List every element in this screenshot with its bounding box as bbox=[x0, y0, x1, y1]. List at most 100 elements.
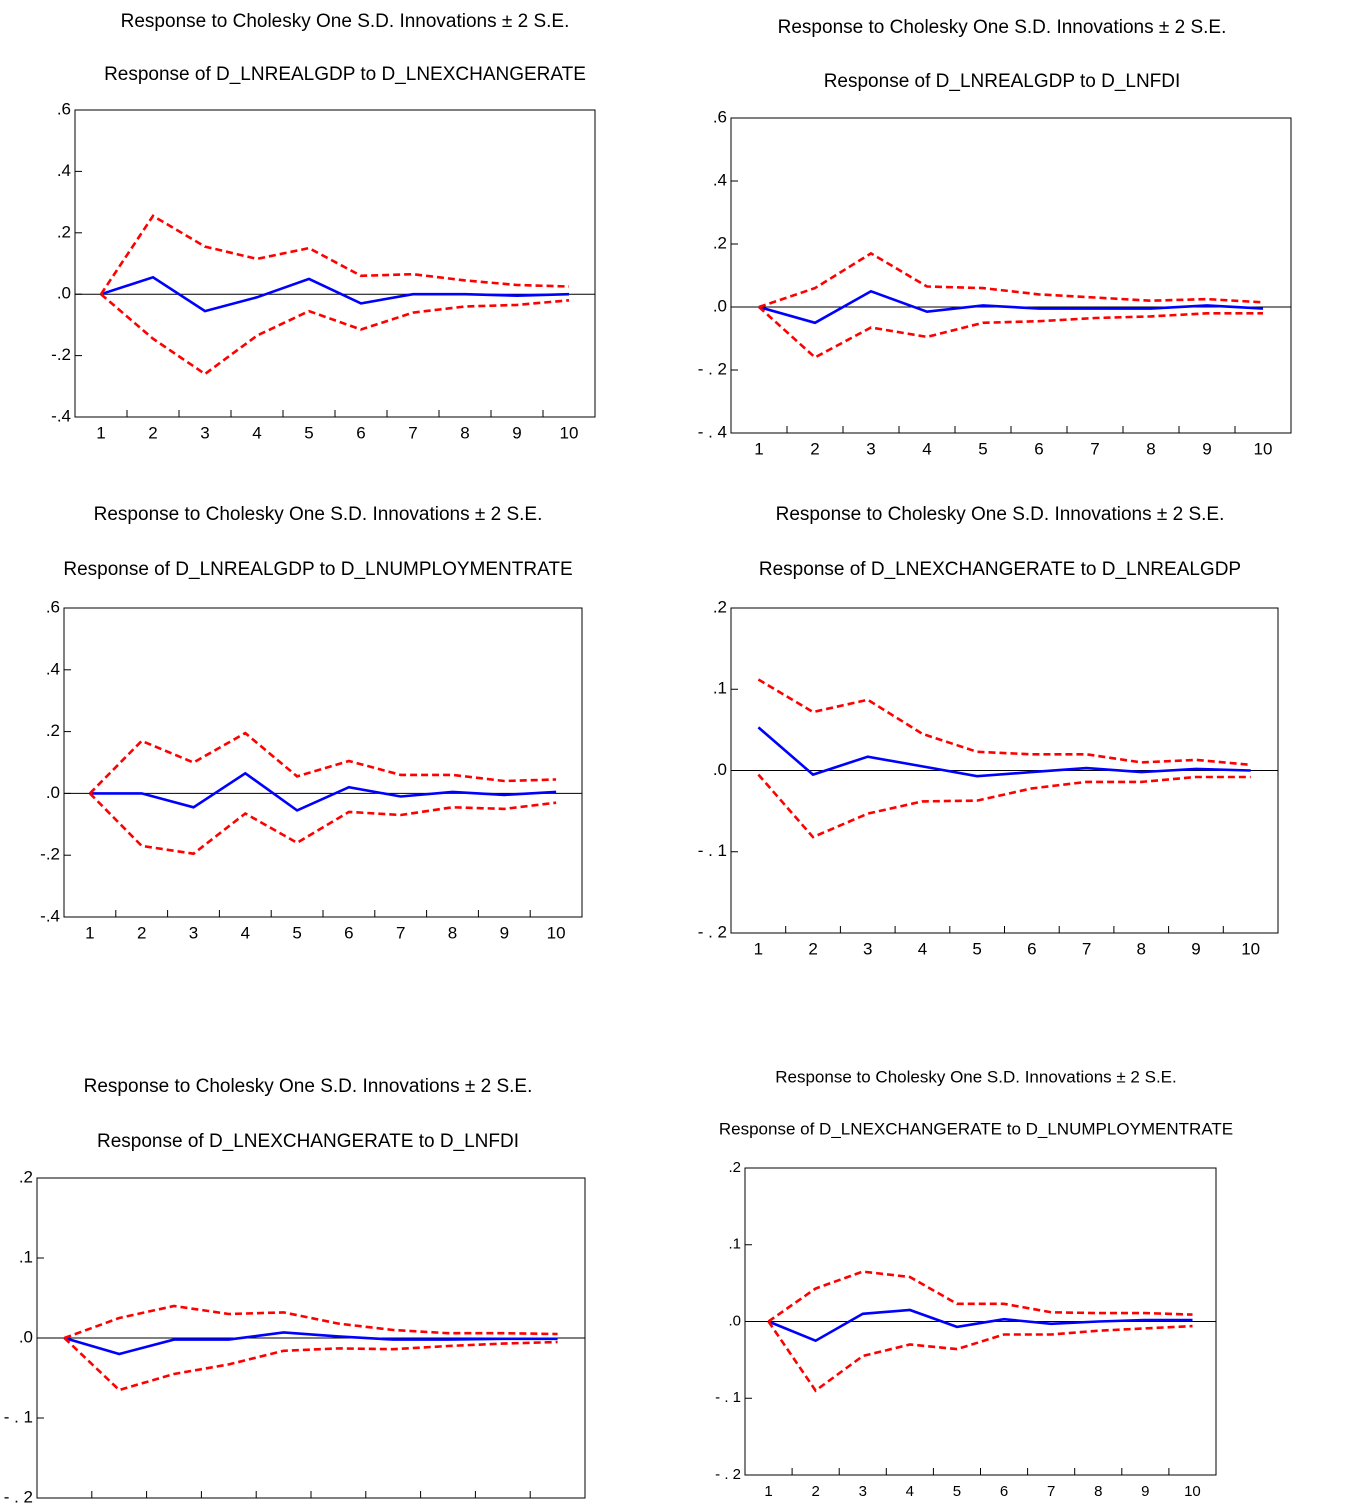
chart: Response to Cholesky One S.D. Innovation… bbox=[51, 11, 596, 442]
y-tick-label: -.2 bbox=[40, 845, 60, 864]
y-tick-label: .0 bbox=[728, 1312, 741, 1329]
y-tick-label: .0 bbox=[46, 783, 60, 802]
chart-title: Response to Cholesky One S.D. Innovation… bbox=[776, 504, 1225, 525]
x-tick-label: 5 bbox=[978, 439, 987, 458]
band-line bbox=[757, 678, 1251, 767]
y-tick-label: -.4 bbox=[40, 906, 60, 925]
y-tick-label: .4 bbox=[46, 659, 60, 678]
y-tick-label: - . 4 bbox=[698, 422, 727, 441]
x-tick-label: 5 bbox=[304, 423, 313, 442]
chart-title: Response to Cholesky One S.D. Innovation… bbox=[775, 1067, 1176, 1086]
plot-frame bbox=[63, 607, 583, 918]
x-tick-label: 8 bbox=[448, 923, 457, 942]
band-line bbox=[63, 1337, 558, 1392]
chart: Response to Cholesky One S.D. Innovation… bbox=[698, 504, 1279, 958]
x-tick-label: 7 bbox=[1082, 939, 1091, 958]
y-tick-label: .2 bbox=[19, 1167, 33, 1186]
response-line bbox=[758, 289, 1264, 325]
band-line bbox=[757, 773, 1251, 839]
y-tick-label: .2 bbox=[713, 597, 727, 616]
x-tick-label: 4 bbox=[918, 939, 927, 958]
x-tick-label: 10 bbox=[1184, 1483, 1201, 1500]
x-tick-label: 8 bbox=[460, 423, 469, 442]
x-tick-label: 3 bbox=[866, 439, 875, 458]
x-tick-label: 7 bbox=[1047, 1483, 1055, 1500]
x-tick-label: 5 bbox=[953, 1483, 961, 1500]
chart-subtitle: Response of D_LNEXCHANGERATE to D_LNUMPL… bbox=[719, 1119, 1233, 1138]
y-tick-label: .0 bbox=[713, 296, 727, 315]
y-tick-label: .6 bbox=[57, 99, 71, 118]
band-line bbox=[767, 1320, 1193, 1393]
x-tick-label: 3 bbox=[169, 1504, 178, 1506]
y-tick-label: .0 bbox=[19, 1327, 33, 1346]
x-tick-label: 8 bbox=[1137, 939, 1146, 958]
y-tick-label: .6 bbox=[713, 107, 727, 126]
x-tick-label: 4 bbox=[224, 1504, 233, 1506]
x-tick-label: 1 bbox=[754, 939, 763, 958]
y-tick-label: - . 1 bbox=[4, 1407, 33, 1426]
x-tick-label: 7 bbox=[396, 923, 405, 942]
x-tick-label: 6 bbox=[334, 1504, 343, 1506]
chart: Response to Cholesky One S.D. Innovation… bbox=[4, 1076, 586, 1506]
x-tick-label: 6 bbox=[1034, 439, 1043, 458]
x-tick-label: 1 bbox=[96, 423, 105, 442]
band-line bbox=[99, 214, 570, 295]
x-tick-label: 2 bbox=[808, 939, 817, 958]
x-tick-label: 1 bbox=[754, 439, 763, 458]
band-line bbox=[758, 251, 1264, 309]
x-tick-label: 5 bbox=[279, 1504, 288, 1506]
y-tick-label: - . 2 bbox=[698, 922, 727, 941]
chart-subtitle: Response of D_LNEXCHANGERATE to D_LNFDI bbox=[97, 1131, 519, 1152]
y-tick-label: - . 2 bbox=[4, 1487, 33, 1506]
x-tick-label: 10 bbox=[548, 1504, 567, 1506]
x-tick-label: 4 bbox=[906, 1483, 914, 1500]
x-tick-label: 1 bbox=[85, 923, 94, 942]
y-tick-label: .2 bbox=[728, 1159, 741, 1176]
chart-title: Response to Cholesky One S.D. Innovation… bbox=[94, 504, 543, 525]
x-tick-label: 6 bbox=[1000, 1483, 1008, 1500]
x-tick-label: 10 bbox=[547, 923, 566, 942]
band-line bbox=[758, 306, 1263, 359]
x-tick-label: 2 bbox=[114, 1504, 123, 1506]
y-tick-label: .1 bbox=[728, 1236, 741, 1253]
x-tick-label: 2 bbox=[148, 423, 157, 442]
y-tick-label: .2 bbox=[57, 222, 71, 241]
response-line bbox=[757, 726, 1251, 778]
band-line bbox=[767, 1270, 1193, 1323]
x-tick-label: 9 bbox=[1141, 1483, 1149, 1500]
plot-frame bbox=[730, 117, 1292, 434]
x-tick-label: 5 bbox=[292, 923, 301, 942]
y-tick-label: - . 1 bbox=[715, 1389, 741, 1406]
x-tick-label: 9 bbox=[512, 423, 521, 442]
x-tick-label: 7 bbox=[388, 1504, 397, 1506]
x-tick-label: 9 bbox=[500, 923, 509, 942]
x-tick-label: 2 bbox=[810, 439, 819, 458]
plot-frame bbox=[74, 109, 596, 418]
response-line bbox=[89, 771, 557, 812]
y-tick-label: - . 1 bbox=[698, 841, 727, 860]
response-line bbox=[768, 1308, 1193, 1343]
band-line bbox=[88, 731, 557, 795]
chart-title: Response to Cholesky One S.D. Innovation… bbox=[121, 11, 570, 32]
y-tick-label: -.4 bbox=[51, 406, 71, 425]
x-tick-label: 5 bbox=[972, 939, 981, 958]
x-tick-label: 8 bbox=[1146, 439, 1155, 458]
y-tick-label: .1 bbox=[19, 1247, 33, 1266]
chart: Response to Cholesky One S.D. Innovation… bbox=[40, 504, 583, 942]
band-line bbox=[63, 1304, 558, 1340]
y-tick-label: .0 bbox=[57, 284, 71, 303]
chart-subtitle: Response of D_LNREALGDP to D_LNFDI bbox=[824, 71, 1181, 92]
x-tick-label: 7 bbox=[408, 423, 417, 442]
x-tick-label: 3 bbox=[863, 939, 872, 958]
x-tick-label: 3 bbox=[200, 423, 209, 442]
chart: Response to Cholesky One S.D. Innovation… bbox=[698, 17, 1292, 458]
y-tick-label: .0 bbox=[713, 760, 727, 779]
x-tick-label: 9 bbox=[498, 1504, 507, 1506]
band-line bbox=[100, 293, 570, 376]
x-tick-label: 10 bbox=[560, 423, 579, 442]
chart-subtitle: Response of D_LNEXCHANGERATE to D_LNREAL… bbox=[759, 559, 1241, 580]
chart-subtitle: Response of D_LNREALGDP to D_LNEXCHANGER… bbox=[104, 64, 586, 85]
response-line bbox=[100, 275, 570, 313]
x-tick-label: 8 bbox=[1094, 1483, 1102, 1500]
y-tick-label: - . 2 bbox=[698, 359, 727, 378]
